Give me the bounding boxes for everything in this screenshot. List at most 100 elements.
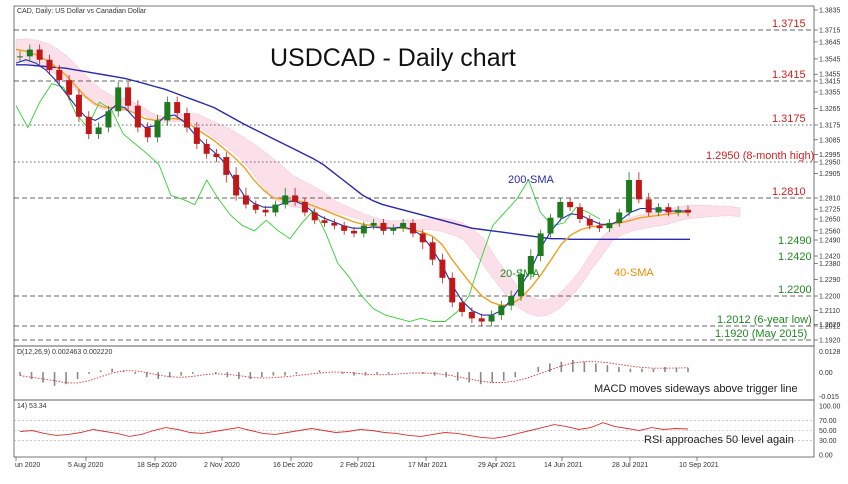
level-label-1: 1.3415 bbox=[772, 69, 806, 81]
candle-body bbox=[242, 195, 249, 205]
level-label-8: 1.2012 (6-year low) bbox=[717, 314, 812, 326]
candle-body bbox=[144, 127, 151, 138]
level-label-0: 1.3715 bbox=[772, 18, 806, 30]
sma40-label: 40-SMA bbox=[614, 267, 654, 279]
y-tick-label: 1.2110 bbox=[819, 308, 840, 315]
candle-body bbox=[675, 209, 682, 213]
candle-body bbox=[193, 127, 200, 144]
candle-body bbox=[134, 105, 141, 128]
macd-tick-label: 0.00 bbox=[819, 370, 833, 377]
candle-body bbox=[586, 219, 593, 226]
candle-body bbox=[233, 174, 240, 196]
y-tick-label: 1.3085 bbox=[819, 137, 841, 144]
candle-body bbox=[606, 222, 613, 229]
main-panel-label: CAD, Daily: US Dollar vs Canadian Dollar bbox=[17, 8, 147, 15]
candle-body bbox=[95, 127, 102, 135]
candle-body bbox=[685, 209, 691, 213]
candle-body bbox=[174, 102, 181, 114]
sma20-label: 20-SMA bbox=[500, 268, 540, 280]
candle-body bbox=[508, 296, 515, 306]
x-tick-label: 14 Jun 2021 bbox=[544, 462, 583, 469]
x-tick-label: 28 Jul 2021 bbox=[612, 462, 648, 469]
candle-body bbox=[311, 212, 318, 221]
level-label-9: 1.1920 (May 2015) bbox=[715, 328, 807, 340]
candle-body bbox=[449, 277, 456, 303]
y-tick-label: 1.2650 bbox=[819, 217, 841, 224]
candle-body bbox=[46, 59, 53, 70]
y-tick-label: 1.2490 bbox=[819, 238, 841, 245]
candle-body bbox=[380, 222, 387, 231]
y-tick-label: 1.2725 bbox=[819, 207, 841, 214]
candle-body bbox=[66, 80, 73, 95]
candle-body bbox=[17, 56, 23, 58]
macd-tick-label: -0.015 bbox=[819, 394, 839, 401]
candle-body bbox=[105, 111, 112, 128]
chart-title: USDCAD - Daily chart bbox=[270, 44, 516, 72]
candle-body bbox=[154, 120, 161, 138]
sma200-line bbox=[16, 64, 690, 241]
y-tick-label: 1.2020 bbox=[819, 322, 841, 329]
candle-body bbox=[616, 212, 623, 223]
y-tick-label: 1.3545 bbox=[819, 56, 841, 63]
x-tick-label: 10 Sep 2021 bbox=[679, 462, 719, 469]
level-label-6: 1.2420 bbox=[778, 251, 812, 263]
x-tick-label: un 2020 bbox=[15, 462, 40, 469]
candle-body bbox=[36, 49, 43, 60]
x-tick-label: 2 Feb 2021 bbox=[340, 462, 376, 469]
x-tick-label: 29 Apr 2021 bbox=[478, 462, 516, 469]
y-tick-label: 1.2995 bbox=[819, 152, 841, 159]
candle-body bbox=[419, 233, 426, 243]
candle-body bbox=[272, 204, 279, 213]
macd-note: MACD moves sideways above trigger line bbox=[594, 383, 798, 395]
y-tick-label: 1.2950 bbox=[819, 160, 841, 167]
candle-body bbox=[498, 305, 505, 316]
candle-body bbox=[547, 217, 554, 234]
chikou-line bbox=[15, 83, 601, 322]
candle-body bbox=[370, 222, 377, 226]
candle-body bbox=[321, 220, 328, 223]
candle-body bbox=[567, 201, 574, 208]
x-tick-label: 18 Sep 2020 bbox=[137, 462, 177, 469]
rsi-line bbox=[19, 422, 689, 439]
candle-body bbox=[459, 302, 466, 312]
y-tick-label: 1.2012 bbox=[819, 324, 841, 331]
level-label-7: 1.2200 bbox=[778, 284, 812, 296]
candle-body bbox=[409, 222, 416, 234]
candle-body bbox=[301, 201, 308, 213]
candle-body bbox=[341, 225, 348, 231]
candle-body bbox=[331, 222, 338, 226]
level-label-2: 1.3175 bbox=[772, 113, 806, 125]
candle-body bbox=[576, 207, 583, 219]
candle-body bbox=[85, 116, 92, 135]
ichimoku-cloud bbox=[15, 38, 741, 317]
candle-body bbox=[75, 94, 82, 117]
x-tick-label: 5 Aug 2020 bbox=[68, 462, 104, 469]
rsi-panel-label: 14) 53.34 bbox=[17, 403, 47, 410]
rsi-tick-label: 0.00 bbox=[819, 453, 833, 460]
y-tick-label: 1.2810 bbox=[819, 196, 841, 203]
candle-body bbox=[184, 113, 190, 128]
rsi-note: RSI approaches 50 level again bbox=[644, 434, 794, 446]
y-tick-label: 1.3265 bbox=[819, 106, 841, 113]
candle-body bbox=[351, 230, 357, 234]
y-tick-label: 1.2560 bbox=[819, 228, 841, 235]
rsi-tick-label: 100.00 bbox=[819, 404, 841, 411]
y-tick-label: 1.1920 bbox=[819, 338, 841, 345]
candle-body bbox=[56, 69, 63, 81]
candle-body bbox=[360, 225, 367, 234]
y-tick-label: 1.2380 bbox=[819, 261, 841, 268]
candle-body bbox=[252, 204, 259, 210]
x-tick-label: 16 Dec 2020 bbox=[273, 462, 313, 469]
y-tick-label: 1.3835 bbox=[819, 8, 841, 15]
candle-body bbox=[164, 102, 171, 121]
candle-body bbox=[400, 222, 407, 229]
candle-body bbox=[429, 242, 436, 260]
y-tick-label: 1.3355 bbox=[819, 90, 841, 97]
candle-body bbox=[390, 228, 397, 231]
y-tick-label: 1.3455 bbox=[819, 72, 841, 79]
candle-body bbox=[468, 311, 475, 319]
candle-body bbox=[488, 315, 495, 322]
candle-body bbox=[557, 201, 564, 218]
candle-body bbox=[282, 195, 289, 205]
